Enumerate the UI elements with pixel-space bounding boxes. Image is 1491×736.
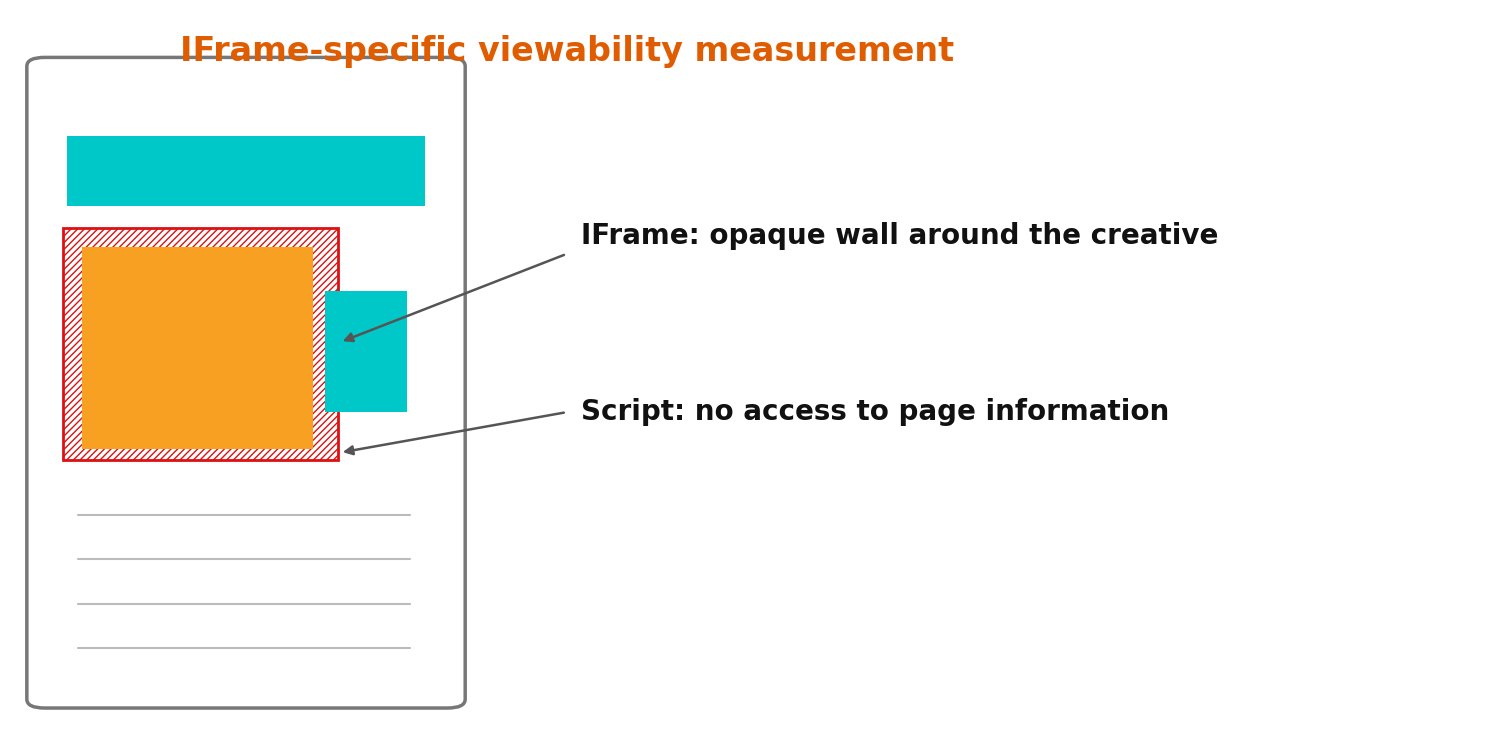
Bar	[82, 247, 313, 449]
Text: Script: no access to page information: Script: no access to page information	[581, 398, 1170, 426]
Bar	[67, 136, 425, 206]
Text: IFrame: opaque wall around the creative: IFrame: opaque wall around the creative	[581, 222, 1218, 250]
FancyBboxPatch shape	[27, 57, 465, 708]
Bar	[325, 291, 407, 412]
Bar	[63, 228, 338, 460]
Text: IFrame-specific viewability measurement: IFrame-specific viewability measurement	[179, 35, 954, 68]
